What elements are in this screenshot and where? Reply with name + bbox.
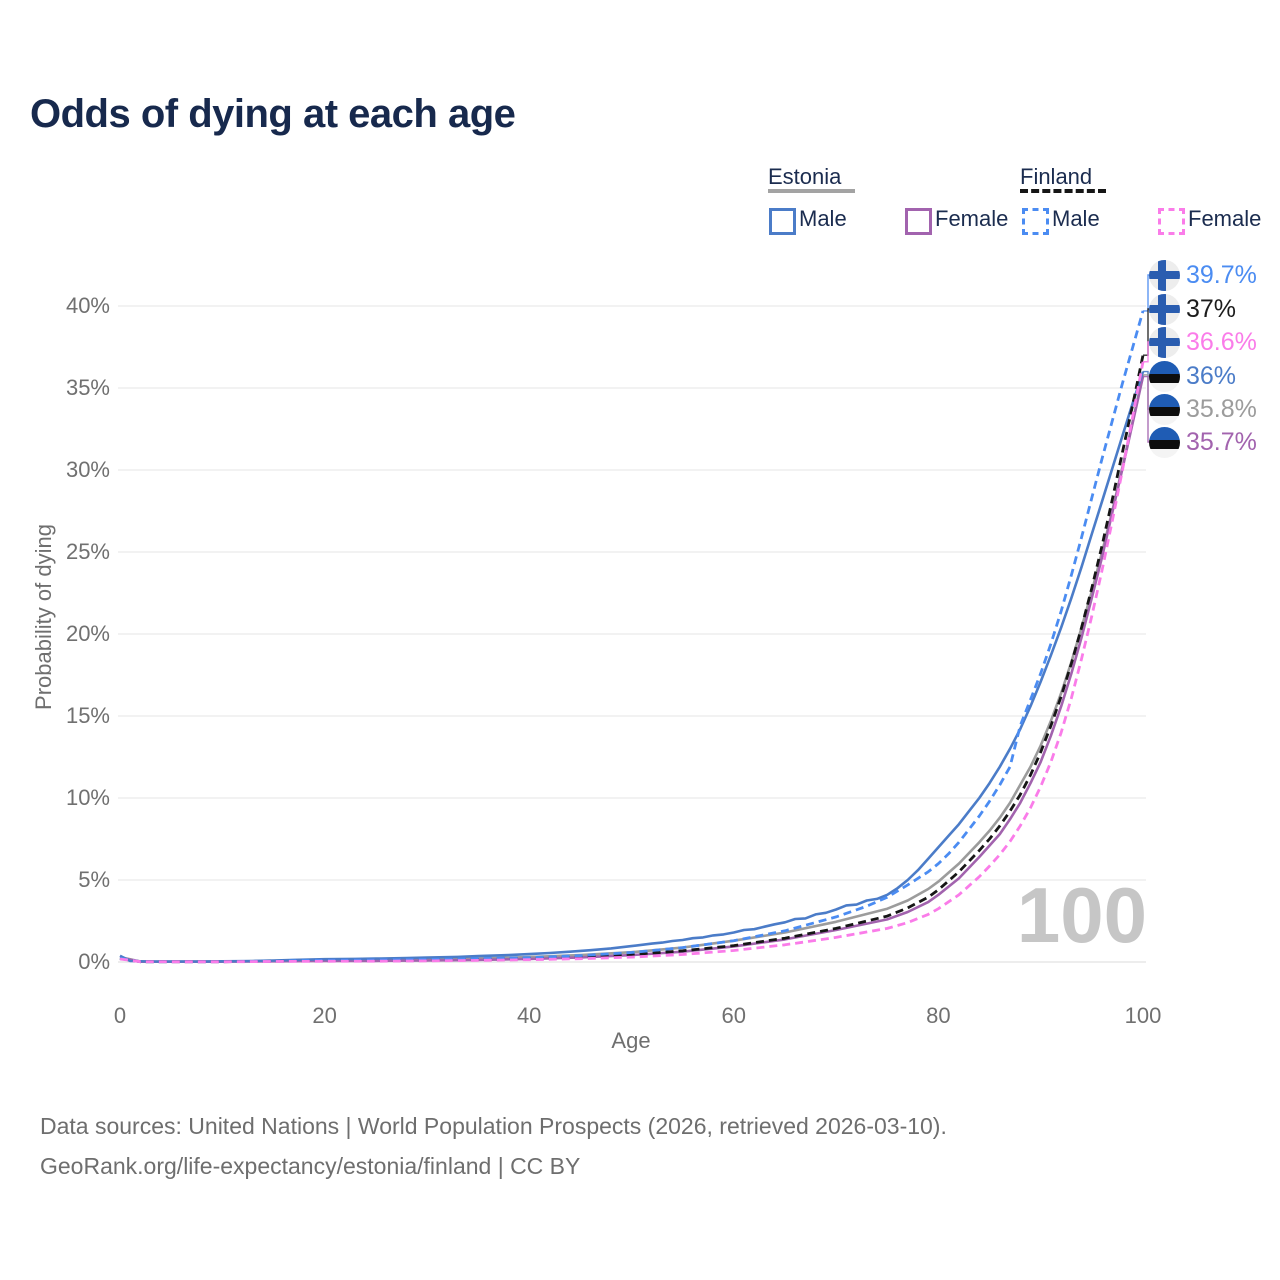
estonia-flag-icon: [1149, 427, 1180, 458]
series-line-finland-female[interactable]: [119, 361, 1145, 964]
y-tick-label-35: 35%: [65, 375, 110, 400]
legend-finland-line-sample: [1020, 189, 1106, 193]
source-caption-line2: GeoRank.org/life-expectancy/estonia/finl…: [40, 1153, 581, 1179]
x-axis-title: Age: [611, 1028, 651, 1053]
estonia-band-black: [1149, 374, 1180, 383]
y-tick-label-0: 0%: [78, 949, 110, 974]
legend-item-estonia-male[interactable]: Male: [799, 206, 847, 231]
y-tick-label-15: 15%: [65, 703, 110, 728]
finland-cross-vertical: [1158, 260, 1166, 291]
end-value-label-5: 35.7%: [1186, 428, 1257, 456]
legend-group-finland-label: Finland: [1020, 164, 1093, 189]
y-tick-label-20: 20%: [65, 621, 110, 646]
estonia-flag-icon: [1149, 361, 1180, 392]
estonia-flag-icon: [1149, 394, 1180, 425]
series-line-finland-male[interactable]: [119, 310, 1145, 964]
estonia-band-black: [1149, 407, 1180, 416]
source-caption-line1: Data sources: United Nations | World Pop…: [40, 1113, 947, 1139]
finland-flag-icon: [1149, 327, 1180, 358]
finland-cross-vertical: [1158, 294, 1166, 325]
legend-estonia-line-sample: [768, 189, 855, 193]
y-tick-label-40: 40%: [65, 293, 110, 318]
estonia-band-white: [1149, 416, 1180, 425]
finland-flag-icon: [1149, 294, 1180, 325]
x-tick-label-0: 0: [113, 1003, 127, 1028]
legend-swatch-estonia-male[interactable]: [769, 208, 796, 235]
legend-swatch-finland-female[interactable]: [1158, 208, 1185, 235]
y-tick-label-30: 30%: [65, 457, 110, 482]
end-value-label-2: 36.6%: [1186, 328, 1257, 356]
end-value-label-0: 39.7%: [1186, 261, 1257, 289]
source-caption: Data sources: United Nations | World Pop…: [40, 1106, 947, 1186]
end-value-label-4: 35.8%: [1186, 395, 1257, 423]
hover-age-watermark: 100: [1016, 871, 1147, 959]
estonia-band-white: [1149, 383, 1180, 392]
series-line-estonia-female[interactable]: [119, 376, 1145, 964]
x-tick-label-100: 100: [1124, 1003, 1162, 1028]
series-line-finland-total[interactable]: [119, 354, 1145, 964]
x-tick-label-80: 80: [926, 1003, 951, 1028]
x-tick-label-20: 20: [312, 1003, 337, 1028]
x-tick-label-40: 40: [516, 1003, 542, 1028]
series-line-estonia-male[interactable]: [119, 371, 1145, 963]
estonia-band-white: [1149, 449, 1180, 458]
y-tick-label-10: 10%: [65, 785, 110, 810]
end-value-label-3: 36%: [1186, 362, 1237, 390]
legend-item-finland-male[interactable]: Male: [1052, 206, 1100, 231]
series-line-estonia-total[interactable]: [119, 374, 1145, 964]
legend-item-finland-female[interactable]: Female: [1188, 206, 1262, 231]
x-tick-label-60: 60: [721, 1003, 747, 1028]
y-tick-label-25: 25%: [65, 539, 110, 564]
legend-swatch-finland-male[interactable]: [1022, 208, 1049, 235]
finland-flag-icon: [1149, 260, 1180, 291]
finland-cross-vertical: [1158, 327, 1166, 358]
legend-item-estonia-female[interactable]: Female: [935, 206, 1009, 231]
estonia-band-blue: [1149, 427, 1180, 440]
legend-swatch-estonia-female[interactable]: [905, 208, 932, 235]
estonia-band-blue: [1149, 394, 1180, 407]
estonia-band-black: [1149, 440, 1180, 449]
estonia-band-blue: [1149, 361, 1180, 374]
y-tick-label-5: 5%: [78, 867, 110, 892]
legend-group-estonia-label: Estonia: [768, 164, 842, 189]
page-title: Odds of dying at each age: [30, 92, 516, 136]
end-value-label-1: 37%: [1186, 295, 1237, 323]
